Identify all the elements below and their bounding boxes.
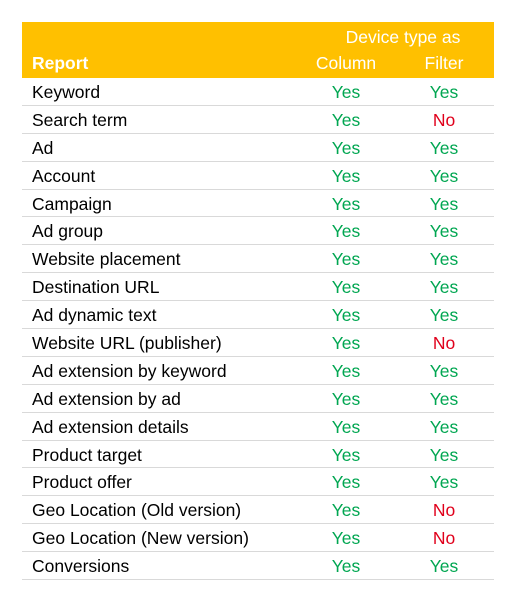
filter-support-cell: No [432, 333, 456, 354]
column-support-cell: Yes [331, 528, 361, 549]
column-support-cell: Yes [331, 416, 361, 437]
report-device-table: Device type as Report Column Filter Keyw… [22, 22, 494, 581]
report-name-cell: Ad [32, 137, 54, 158]
filter-support-cell: No [432, 528, 456, 549]
table-row: Campaign Yes Yes [22, 190, 494, 218]
report-name-cell: Ad extension details [32, 416, 189, 437]
report-name-cell: Search term [32, 109, 128, 130]
column-support-cell: Yes [331, 444, 361, 465]
table-row: Search term Yes No [22, 106, 494, 134]
table-row: Keyword Yes Yes [22, 78, 494, 106]
filter-support-cell: Yes [429, 165, 459, 186]
table-row: Ad extension by ad Yes Yes [22, 385, 494, 413]
report-name-cell: Ad extension by keyword [32, 360, 227, 381]
filter-support-cell: Yes [429, 82, 459, 102]
report-name-cell: Keyword [32, 82, 101, 102]
filter-support-cell: No [432, 109, 456, 130]
table-row: Destination URL Yes Yes [22, 273, 494, 302]
table-row: Ad extension by keyword Yes Yes [22, 357, 494, 385]
table-row: Ad Yes Yes [22, 134, 494, 162]
column-support-cell: Yes [331, 472, 361, 493]
column-support-cell: Yes [331, 360, 361, 381]
table-row: Website placement Yes Yes [22, 245, 494, 274]
report-name-cell: Ad extension by ad [32, 388, 181, 409]
column-column-header: Column [315, 53, 377, 73]
column-support-cell: Yes [331, 165, 361, 186]
column-support-cell: Yes [331, 388, 361, 409]
filter-column-header: Filter [424, 53, 464, 73]
filter-support-cell: Yes [429, 416, 459, 437]
column-support-cell: Yes [331, 193, 361, 214]
filter-support-cell: Yes [429, 277, 459, 298]
table-header: Device type as Report Column Filter [22, 22, 494, 78]
report-name-cell: Geo Location (Old version) [32, 500, 242, 521]
table-row: Conversions Yes Yes [22, 552, 494, 581]
table-row: Ad extension details Yes Yes [22, 413, 494, 441]
filter-support-cell: Yes [429, 556, 459, 577]
report-name-cell: Account [32, 165, 96, 186]
column-support-cell: Yes [331, 249, 361, 270]
filter-support-cell: Yes [429, 360, 459, 381]
report-name-cell: Website URL (publisher) [32, 333, 222, 354]
filter-support-cell: Yes [429, 137, 459, 158]
filter-support-cell: Yes [429, 472, 459, 493]
filter-support-cell: Yes [429, 305, 459, 326]
table-row: Product offer Yes Yes [22, 468, 494, 497]
column-support-cell: Yes [331, 277, 361, 298]
device-type-group-title: Device type as [345, 27, 461, 47]
table-row: Website URL (publisher) Yes No [22, 329, 494, 357]
filter-support-cell: Yes [429, 221, 459, 242]
report-name-cell: Campaign [32, 193, 112, 214]
column-support-cell: Yes [331, 305, 361, 326]
filter-support-cell: Yes [429, 444, 459, 465]
report-column-header: Report [32, 53, 89, 73]
column-support-cell: Yes [331, 333, 361, 354]
filter-support-cell: Yes [429, 249, 459, 270]
table-row: Product target Yes Yes [22, 441, 494, 469]
report-name-cell: Website placement [32, 249, 181, 270]
report-name-cell: Geo Location (New version) [32, 528, 249, 549]
column-support-cell: Yes [331, 137, 361, 158]
column-support-cell: Yes [331, 556, 361, 577]
filter-support-cell: Yes [429, 193, 459, 214]
report-name-cell: Ad group [32, 221, 104, 242]
table-body: Keyword Yes Yes Search term Yes No Ad Yes Yes Acc… [22, 78, 494, 581]
filter-support-cell: Yes [429, 388, 459, 409]
column-support-cell: Yes [331, 500, 361, 521]
filter-support-cell: No [432, 500, 456, 521]
table-row: Account Yes Yes [22, 162, 494, 190]
report-name-cell: Conversions [32, 556, 130, 577]
column-support-cell: Yes [331, 221, 361, 242]
report-name-cell: Destination URL [32, 277, 160, 298]
column-support-cell: Yes [331, 82, 361, 102]
report-name-cell: Ad dynamic text [32, 305, 157, 326]
report-name-cell: Product target [32, 444, 142, 465]
report-name-cell: Product offer [32, 472, 132, 493]
column-support-cell: Yes [331, 109, 361, 130]
table-row: Ad group Yes Yes [22, 217, 494, 246]
table-row: Geo Location (Old version) Yes No [22, 496, 494, 525]
table-row: Geo Location (New version) Yes No [22, 524, 494, 553]
table-row: Ad dynamic text Yes Yes [22, 301, 494, 330]
